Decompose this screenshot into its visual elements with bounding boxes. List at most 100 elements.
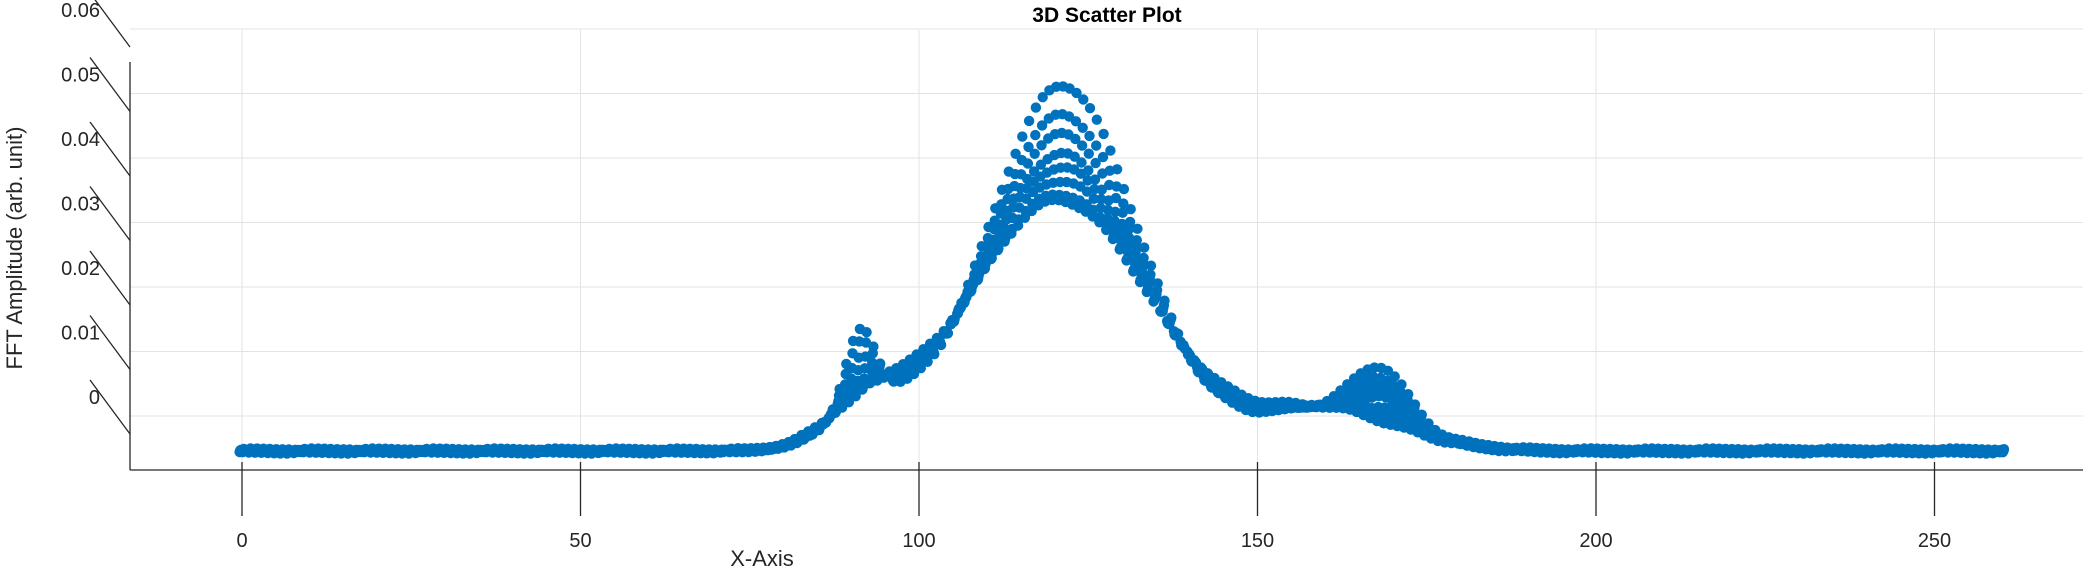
scatter-point [983,221,994,233]
x-tick-label: 250 [1918,530,1951,552]
scatter-point [949,314,960,325]
scatter-point [1017,131,1028,142]
scatter-point [1023,115,1035,127]
scatter-point [1138,252,1149,264]
scatter-point [1123,232,1135,243]
scatter-point [1030,129,1041,141]
z-tick-label: 0.06 [61,0,100,22]
scatter-point [982,232,994,244]
scatter-point [1003,166,1014,177]
scatter-point [840,368,851,380]
scatter-point [1028,166,1040,177]
x-tick-label: 0 [236,530,247,552]
scatter-point [929,349,940,360]
scatter-point [820,417,832,428]
axes [89,0,2083,516]
scatter-point [1172,328,1184,339]
scatter-point [1159,295,1170,306]
scatter-point [1117,207,1128,218]
scatter-point [861,327,872,338]
scatter-point [1096,184,1108,195]
scatter-point [1076,140,1088,151]
scatter-point [1097,151,1109,163]
scatter-point [1078,94,1089,105]
scatter-point [1010,148,1021,159]
scatter-point [1036,140,1047,151]
scatter-point [1089,174,1101,185]
scatter-point [1186,356,1197,367]
scatter-point [956,297,967,309]
z-tick-label: 0 [89,387,100,409]
scatter-point [1091,140,1102,151]
grid [130,28,2083,464]
scatter-point [1118,198,1129,209]
scatter-points [234,81,2010,459]
scatter-point [1145,260,1157,271]
x-axis-label: X-Axis [730,546,794,571]
scatter-point [1152,278,1163,289]
scatter-point [942,328,954,339]
scatter-point [1335,385,1346,396]
scatter-point [975,251,987,262]
scatter-point [1077,122,1088,133]
z-tick-mark [89,57,131,112]
z-tick-label: 0.01 [61,323,100,345]
x-tick-label: 150 [1241,530,1274,552]
z-tick-mark [94,0,131,48]
scatter-point [1083,148,1095,159]
z-tick-label: 0.02 [61,258,100,280]
scatter-point [1409,399,1421,410]
scatter-point [990,203,1001,214]
scatter-point [1084,130,1095,142]
scatter-point [1090,157,1101,169]
scatter-point [963,279,974,290]
scatter-point [1416,409,1428,420]
x-tick-label: 50 [569,530,591,552]
scatter-point [915,363,926,374]
scatter-point [1179,343,1191,354]
scatter-point [1116,227,1127,238]
scatter-point [1396,379,1407,390]
chart-title: 3D Scatter Plot [1032,4,1181,27]
z-tick-mark [89,186,131,241]
scatter-point [868,341,879,352]
scatter-point [1116,218,1128,230]
scatter-point [935,339,947,351]
scatter-point [969,260,981,271]
z-tick-label: 0.03 [61,194,100,216]
scatter-point [1132,223,1143,234]
scatter-point [1199,375,1211,386]
y-axis-label: FFT Amplitude (arb. unit) [2,127,27,370]
scatter-point [1084,103,1096,114]
scatter-point [1083,165,1094,176]
scatter-point [1166,312,1177,323]
scatter-point [1091,114,1103,125]
scatter-point [996,184,1008,195]
scatter-point [834,383,845,395]
scatter-point [1110,192,1122,204]
z-tick-mark [89,121,131,177]
z-tick-mark [89,379,131,435]
scatter-point [969,269,980,280]
z-tick-mark [89,250,131,306]
scatter-point [908,368,920,380]
scatter-point [875,358,886,369]
scatter-point [1030,102,1042,113]
scatter-point [1098,128,1109,140]
scatter-point [1139,242,1150,253]
scatter-point [1088,193,1100,204]
tick-labels: 0 0.01 0.02 0.03 0.04 0.05 0.06 0 50 100 150 200 250 [61,0,1951,552]
scatter-point [1118,183,1130,195]
scatter-point [1423,418,1434,429]
scatter-point [1193,367,1204,378]
scatter-point [847,348,858,359]
scatter-point [1131,235,1143,246]
scatter-point [847,335,859,347]
scatter-point [1023,141,1034,153]
scatter-point [1036,120,1048,131]
scatter-point [1076,157,1087,168]
scatter-point [1037,92,1048,103]
scatter-point [1105,145,1116,156]
scatter-point [1069,151,1080,162]
